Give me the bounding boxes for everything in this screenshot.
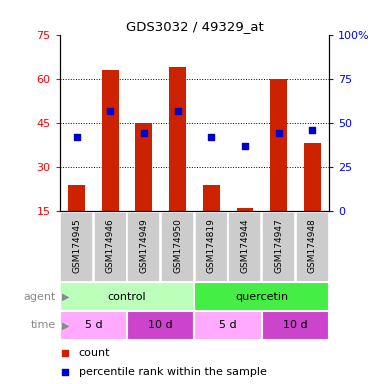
Bar (60, 282, 194, 311)
Point (107, 108, 113, 114)
Text: GSM174947: GSM174947 (274, 218, 283, 273)
Bar (94, 212, 127, 281)
Bar (60, 212, 93, 281)
Text: GSM174948: GSM174948 (308, 218, 317, 273)
Text: 10 d: 10 d (149, 320, 173, 331)
Text: GSM174949: GSM174949 (139, 218, 148, 273)
Bar (203, 185, 220, 211)
Bar (194, 311, 262, 340)
Text: 10 d: 10 d (283, 320, 308, 331)
Bar (194, 282, 329, 311)
Text: agent: agent (23, 291, 56, 302)
Point (242, 143, 248, 149)
Text: 5 d: 5 d (219, 320, 237, 331)
Bar (228, 212, 261, 281)
Title: GDS3032 / 49329_at: GDS3032 / 49329_at (126, 20, 263, 33)
Bar (127, 212, 161, 281)
Text: count: count (79, 348, 110, 358)
Point (276, 131, 282, 137)
Text: control: control (108, 291, 146, 302)
Text: ▶: ▶ (62, 320, 69, 331)
Bar (304, 144, 321, 211)
Bar (102, 70, 119, 211)
Text: GSM174950: GSM174950 (173, 218, 182, 273)
Bar (236, 208, 253, 211)
Text: time: time (30, 320, 56, 331)
Text: GSM174819: GSM174819 (207, 218, 216, 273)
Bar (270, 79, 287, 211)
Point (174, 108, 181, 114)
Text: 5 d: 5 d (85, 320, 102, 331)
Bar (195, 212, 228, 281)
Text: ▶: ▶ (62, 291, 69, 302)
Bar (262, 212, 295, 281)
Point (62, 349, 68, 356)
Bar (136, 123, 152, 211)
Bar (127, 311, 194, 340)
Bar (169, 67, 186, 211)
Point (141, 131, 147, 137)
Text: GSM174944: GSM174944 (241, 218, 249, 273)
Bar (296, 212, 329, 281)
Bar (68, 185, 85, 211)
Text: percentile rank within the sample: percentile rank within the sample (79, 367, 266, 377)
Point (62, 369, 68, 375)
Text: quercetin: quercetin (235, 291, 288, 302)
Bar (60, 311, 127, 340)
Bar (262, 311, 329, 340)
Point (309, 127, 315, 133)
Text: GSM174946: GSM174946 (106, 218, 115, 273)
Text: GSM174945: GSM174945 (72, 218, 81, 273)
Point (74, 134, 80, 140)
Point (208, 134, 214, 140)
Bar (161, 212, 194, 281)
